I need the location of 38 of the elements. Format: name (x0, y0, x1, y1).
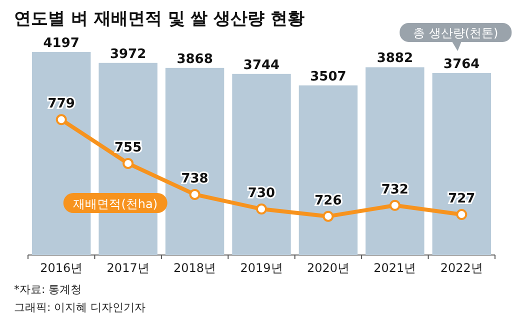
point (56, 114, 67, 126)
x-tick-label: 2022년 (440, 261, 483, 275)
data-label: 727 (448, 192, 476, 207)
bar (232, 74, 291, 255)
text: 그래픽: 이지혜 디자인기자 (14, 301, 146, 314)
data-label: 732 (381, 182, 408, 198)
bar (165, 68, 224, 255)
bar (432, 72, 491, 255)
x-tick-label: 2021년 (374, 261, 416, 275)
point (122, 158, 134, 169)
x-tick-label: 2016년 (40, 261, 83, 275)
point (256, 204, 267, 215)
bar (298, 85, 358, 255)
data-label: 3882 (376, 51, 414, 66)
point (322, 210, 334, 222)
data-label: 3744 (243, 58, 280, 73)
x-tick-label: 2018년 (174, 261, 216, 275)
bar (366, 67, 424, 255)
point (389, 200, 400, 211)
point (189, 188, 200, 200)
text: *자료: 통계청 (14, 283, 82, 296)
data-label: 4197 (43, 36, 80, 51)
x-tick-label: 2019년 (240, 261, 283, 275)
series-label: 재배면적(천ha) (73, 197, 158, 211)
x-tick-label: 2020년 (306, 261, 350, 275)
data-label: 755 (114, 140, 142, 156)
data-label: 738 (181, 171, 208, 186)
data-label: 730 (248, 186, 276, 202)
point (456, 209, 468, 220)
data-label: 3972 (110, 46, 146, 62)
text: 총 생산량(천톤) (413, 26, 498, 40)
x-tick-label: 2017년 (106, 261, 150, 275)
data-label: 3507 (310, 69, 346, 84)
data-label: 779 (48, 96, 75, 112)
data-label: 3868 (176, 52, 213, 67)
chart-title: 연도별 벼 재배면적 및 쌀 생산량 현황 (14, 9, 305, 29)
data-label: 3764 (444, 56, 480, 72)
data-label: 726 (314, 193, 342, 208)
